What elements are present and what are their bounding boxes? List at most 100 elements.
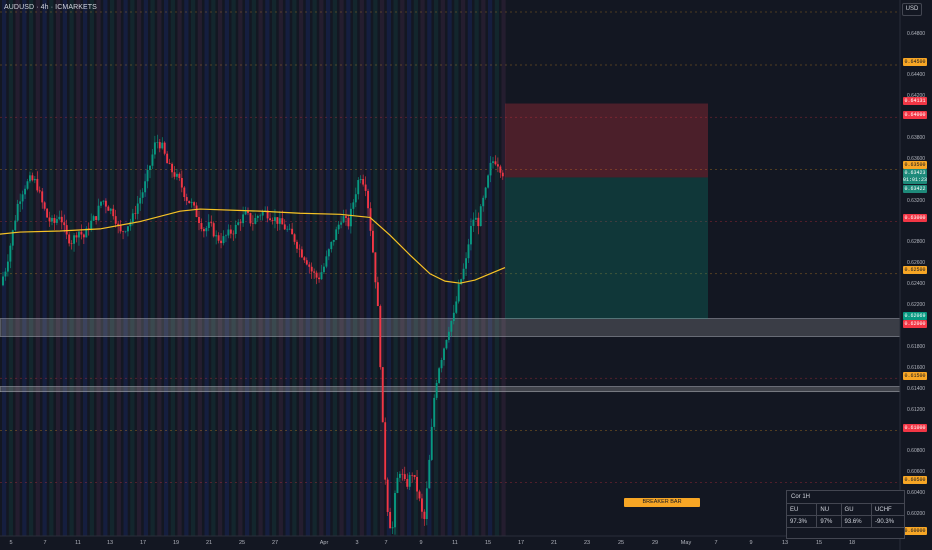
candle xyxy=(58,216,61,220)
session-stripe xyxy=(218,0,223,536)
price-tag: 0.62000 xyxy=(903,320,927,328)
candle xyxy=(305,260,308,265)
candle xyxy=(122,231,124,232)
session-stripe xyxy=(177,0,182,536)
session-stripe xyxy=(312,0,317,536)
session-stripe xyxy=(292,0,297,536)
session-stripe xyxy=(238,0,243,536)
candle xyxy=(139,197,142,204)
candle xyxy=(247,210,249,214)
candle xyxy=(198,216,200,224)
candle xyxy=(300,249,303,258)
candle xyxy=(288,228,291,230)
candle xyxy=(482,197,485,207)
session-stripe xyxy=(96,0,101,536)
candle xyxy=(283,224,286,230)
candle xyxy=(472,219,475,226)
candle xyxy=(73,235,75,244)
candle xyxy=(200,223,203,230)
candle xyxy=(90,220,93,230)
candle xyxy=(225,235,227,237)
candle xyxy=(129,222,132,227)
candle xyxy=(492,161,494,163)
price-tick: 0.61800 xyxy=(907,343,926,350)
candle xyxy=(274,217,276,221)
session-stripe xyxy=(359,0,364,536)
candle xyxy=(315,272,318,278)
candle xyxy=(38,190,41,192)
candle xyxy=(381,367,384,423)
price-tag: 0.64131 xyxy=(903,97,927,105)
time-tick: 13 xyxy=(781,540,789,546)
session-stripe xyxy=(150,0,155,536)
session-stripe xyxy=(332,0,337,536)
cor-value-eu: 97.3% xyxy=(787,515,818,528)
session-stripe xyxy=(258,0,263,536)
currency-button[interactable]: USD xyxy=(902,3,922,16)
candle xyxy=(320,272,323,280)
session-stripe xyxy=(427,0,432,536)
price-tag: 0.61500 xyxy=(903,372,927,380)
session-stripe xyxy=(184,0,189,536)
session-stripe xyxy=(15,0,20,536)
price-tag: 0.64500 xyxy=(903,58,927,66)
candle xyxy=(389,511,392,529)
candle xyxy=(342,216,345,223)
candle xyxy=(467,244,470,259)
candle xyxy=(232,233,235,235)
time-tick: 7 xyxy=(43,540,47,546)
session-stripe xyxy=(285,0,290,536)
candle xyxy=(406,479,409,487)
candle xyxy=(413,475,416,477)
candle xyxy=(261,211,264,216)
session-stripe xyxy=(467,0,472,536)
price-tag: 0.62069 xyxy=(903,312,927,320)
price-tick: 0.62200 xyxy=(907,302,926,309)
session-stripe xyxy=(346,0,351,536)
session-stripe xyxy=(83,0,88,536)
candle xyxy=(421,498,423,512)
candle xyxy=(146,169,149,182)
session-stripe xyxy=(407,0,412,536)
candle xyxy=(82,234,85,238)
candle xyxy=(310,266,313,272)
candle xyxy=(163,142,166,154)
session-stripe xyxy=(204,0,209,536)
cor-value-nu: 97% xyxy=(816,515,842,528)
candle xyxy=(318,277,320,280)
candle xyxy=(210,222,213,224)
session-stripe xyxy=(245,0,250,536)
session-stripe xyxy=(56,0,61,536)
candle xyxy=(435,383,438,398)
candle xyxy=(190,202,193,204)
time-tick: 27 xyxy=(271,540,279,546)
price-tag: 0.61000 xyxy=(903,424,927,432)
candle xyxy=(65,225,68,235)
session-stripe xyxy=(164,0,169,536)
session-stripe xyxy=(265,0,270,536)
candle xyxy=(330,241,333,250)
correlation-title: Cor 1H xyxy=(787,491,904,504)
candle xyxy=(286,228,289,230)
session-stripe xyxy=(278,0,283,536)
candle xyxy=(16,203,19,221)
candle xyxy=(474,217,477,220)
time-tick: 15 xyxy=(815,540,823,546)
candle xyxy=(335,229,338,240)
candle xyxy=(269,218,271,221)
candle xyxy=(372,230,374,253)
time-tick: 7 xyxy=(714,540,718,546)
candle xyxy=(43,202,46,209)
candle xyxy=(489,162,492,176)
session-stripe xyxy=(170,0,175,536)
candle xyxy=(259,215,262,217)
price-tick: 0.62600 xyxy=(907,260,926,267)
session-stripe xyxy=(494,0,499,536)
time-tick: 3 xyxy=(355,540,359,546)
session-stripe xyxy=(400,0,405,536)
session-stripe xyxy=(440,0,445,536)
candle xyxy=(234,224,237,234)
candle xyxy=(183,187,186,198)
candle xyxy=(173,172,176,177)
